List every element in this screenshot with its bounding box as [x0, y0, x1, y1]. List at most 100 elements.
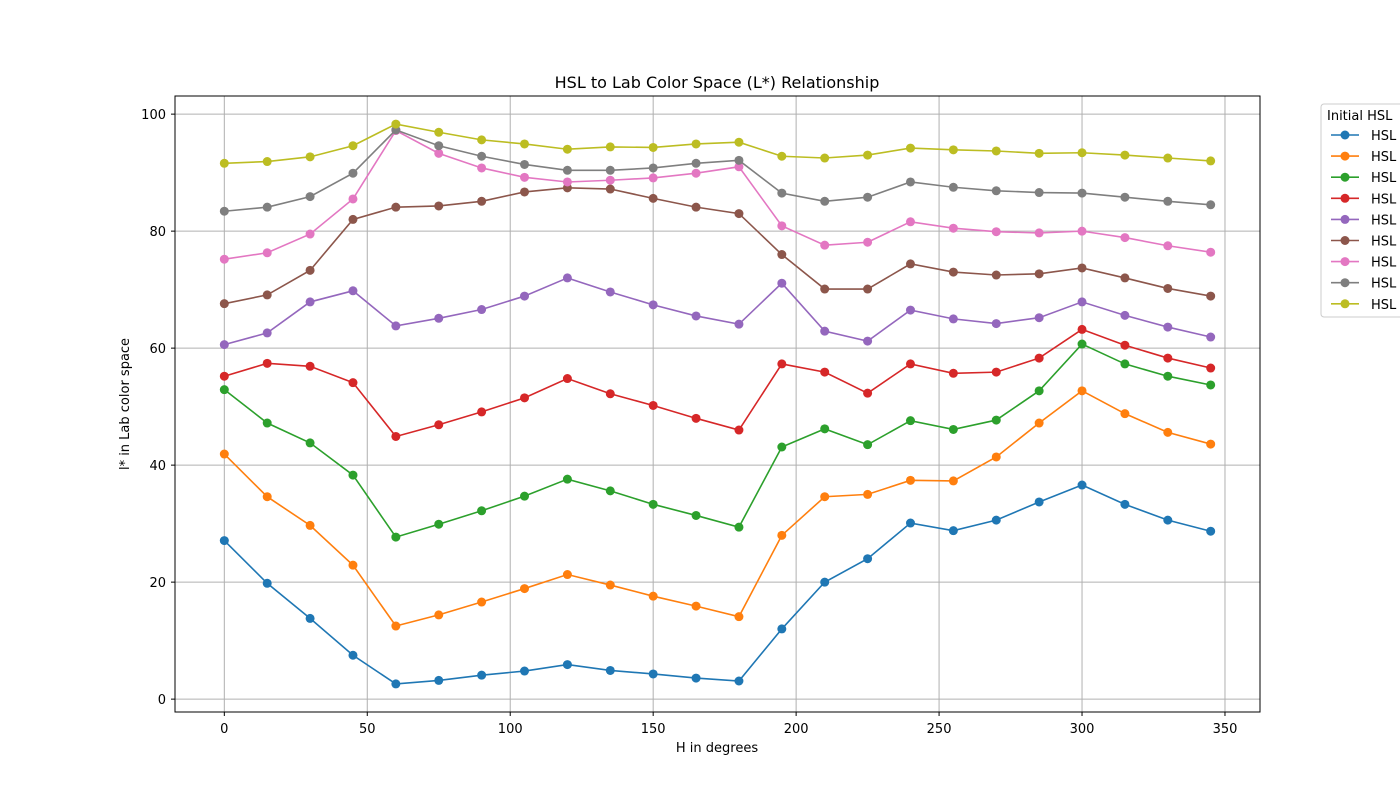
series-line — [224, 129, 1211, 261]
data-point — [648, 499, 658, 509]
data-point — [820, 367, 830, 377]
data-point — [777, 530, 787, 540]
legend-label: HSL — [1371, 171, 1397, 186]
data-point — [1206, 291, 1216, 301]
data-point — [1120, 192, 1130, 202]
data-point — [1206, 200, 1216, 210]
data-point — [219, 254, 229, 264]
series-line — [223, 343, 1211, 539]
legend-label: HSL — [1371, 277, 1397, 292]
data-point — [820, 577, 830, 587]
data-point — [1206, 247, 1216, 257]
data-point — [905, 305, 915, 315]
data-point — [1077, 297, 1087, 307]
data-point — [562, 374, 572, 384]
data-point — [948, 476, 958, 486]
data-point — [305, 361, 315, 371]
series-1 — [219, 480, 1216, 689]
data-point — [434, 420, 444, 430]
data-point — [734, 676, 744, 686]
legend-item-8: HSL — [1331, 277, 1397, 292]
data-point — [1206, 332, 1216, 342]
data-point — [562, 165, 572, 175]
data-point — [1077, 339, 1087, 349]
plot-frame — [174, 95, 1261, 713]
data-point — [562, 660, 572, 670]
data-point — [863, 440, 873, 450]
data-point — [520, 172, 530, 182]
data-point — [691, 601, 701, 611]
data-point — [605, 486, 615, 496]
data-point — [1077, 480, 1087, 490]
data-point — [820, 284, 830, 294]
data-point — [948, 368, 958, 378]
legend-swatch-marker — [1340, 299, 1350, 309]
data-point — [734, 155, 744, 165]
data-point — [477, 305, 487, 315]
series-7 — [219, 126, 1216, 264]
data-point — [1206, 380, 1216, 390]
data-point — [734, 522, 744, 532]
data-point — [1120, 409, 1130, 419]
data-point — [777, 151, 787, 161]
data-point — [991, 227, 1001, 237]
data-point — [1120, 499, 1130, 509]
data-point — [391, 431, 401, 441]
data-point — [991, 270, 1001, 280]
y-axis: 0 20 40 60 80 100 — [141, 108, 175, 708]
data-point — [863, 489, 873, 499]
data-point — [262, 328, 272, 338]
legend-swatch-marker — [1340, 214, 1350, 224]
data-point — [434, 141, 444, 151]
data-point — [391, 202, 401, 212]
data-point — [219, 299, 229, 309]
data-point — [905, 143, 915, 153]
data-point — [905, 518, 915, 528]
data-point — [219, 371, 229, 381]
data-point — [948, 526, 958, 536]
data-point — [820, 240, 830, 250]
series-layer — [219, 119, 1216, 689]
data-point — [734, 425, 744, 435]
data-point — [562, 273, 572, 283]
data-point — [820, 492, 830, 502]
data-point — [1034, 353, 1044, 363]
y-tick-label: 0 — [158, 693, 166, 708]
data-point — [391, 321, 401, 331]
data-point — [219, 449, 229, 459]
data-point — [1120, 310, 1130, 320]
data-point — [434, 127, 444, 137]
data-point — [820, 424, 830, 434]
x-tick-label: 150 — [641, 722, 666, 737]
data-point — [348, 214, 358, 224]
data-point — [520, 159, 530, 169]
data-point — [477, 135, 487, 145]
data-point — [991, 319, 1001, 329]
data-point — [477, 196, 487, 206]
series-6 — [219, 183, 1216, 309]
data-point — [777, 221, 787, 231]
data-point — [391, 532, 401, 542]
data-point — [477, 506, 487, 516]
data-point — [1163, 515, 1173, 525]
data-point — [691, 413, 701, 423]
legend-item-7: HSL — [1331, 256, 1397, 271]
data-point — [348, 378, 358, 388]
data-point — [1163, 371, 1173, 381]
data-point — [262, 492, 272, 502]
y-tick-label: 60 — [149, 342, 166, 357]
data-point — [863, 284, 873, 294]
data-point — [520, 291, 530, 301]
data-point — [691, 311, 701, 321]
data-point — [520, 666, 530, 676]
data-point — [305, 192, 315, 202]
data-point — [777, 278, 787, 288]
data-point — [434, 519, 444, 529]
data-point — [348, 141, 358, 151]
data-point — [305, 265, 315, 275]
data-point — [219, 206, 229, 216]
legend-swatch-marker — [1340, 278, 1350, 288]
data-point — [305, 297, 315, 307]
data-point — [777, 250, 787, 260]
data-point — [1077, 324, 1087, 334]
